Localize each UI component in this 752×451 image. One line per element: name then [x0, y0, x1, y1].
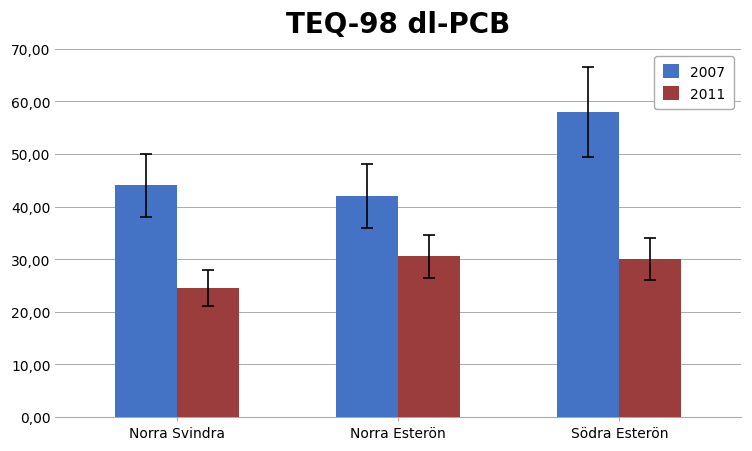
Bar — [557, 113, 620, 417]
Bar — [398, 257, 460, 417]
Title: TEQ-98 dl-PCB: TEQ-98 dl-PCB — [286, 11, 511, 39]
Bar — [115, 186, 177, 417]
Bar — [336, 197, 398, 417]
Bar — [177, 288, 239, 417]
Legend: 2007, 2011: 2007, 2011 — [654, 56, 734, 110]
Bar — [620, 259, 681, 417]
